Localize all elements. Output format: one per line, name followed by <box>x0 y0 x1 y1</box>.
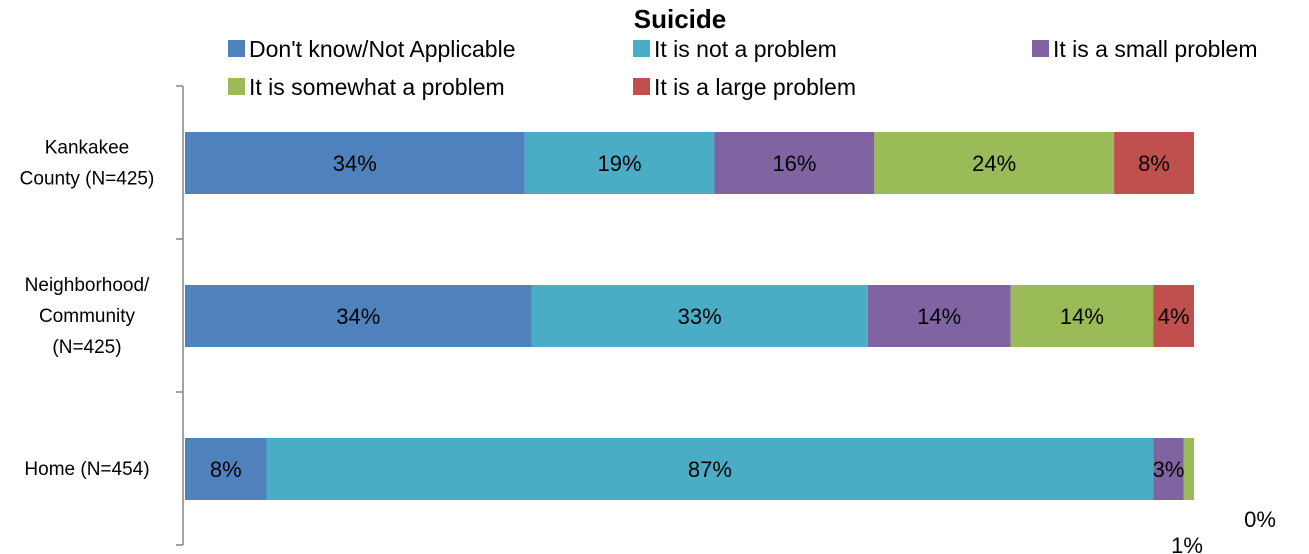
data-label: 19% <box>598 151 642 176</box>
legend-label: It is somewhat a problem <box>249 74 505 100</box>
bar-segment <box>1010 285 1154 347</box>
bar-segment <box>185 132 525 194</box>
legend: Don't know/Not Applicable It is not a pro… <box>228 36 1258 100</box>
category-axis <box>176 85 184 546</box>
bar-segment <box>266 438 1154 500</box>
bar-segment <box>874 132 1115 194</box>
data-label: 14% <box>1060 304 1104 329</box>
data-label: 8% <box>210 457 242 482</box>
legend-swatch <box>633 40 650 57</box>
legend-label: It is not a problem <box>654 36 837 62</box>
value-labels: 34% 19% 16% 24% 8% 34% 33% 14% 14% 4% 8% 87% 3% 1% 0% <box>210 151 1276 554</box>
data-label: 24% <box>972 151 1016 176</box>
bar-segment <box>1153 438 1184 500</box>
data-label: 0% <box>1244 507 1276 532</box>
data-label: 4% <box>1158 304 1190 329</box>
bar-segment <box>1114 132 1194 194</box>
legend-swatch <box>228 78 245 95</box>
bar-segment <box>524 132 715 194</box>
legend-swatch <box>633 78 650 95</box>
bar-segment <box>867 285 1011 347</box>
legend-swatch <box>228 40 245 57</box>
data-label: 16% <box>772 151 816 176</box>
category-label: Home (N=454) <box>24 459 149 480</box>
data-label: 3% <box>1153 457 1185 482</box>
category-label: Kankakee County (N=425) <box>20 138 155 190</box>
data-label: 14% <box>917 304 961 329</box>
chart-title: Suicide <box>634 4 726 34</box>
legend-label: Don't know/Not Applicable <box>249 36 516 62</box>
legend-swatch <box>1032 40 1049 57</box>
data-label: 1% <box>1171 533 1203 554</box>
data-label: 33% <box>678 304 722 329</box>
bar-segment <box>714 132 875 194</box>
data-label: 8% <box>1138 151 1170 176</box>
legend-label: It is a small problem <box>1053 36 1258 62</box>
category-labels: Kankakee County (N=425) Neighborhood/Commu… <box>20 138 155 481</box>
bar-segment <box>1183 438 1194 500</box>
category-label: Neighborhood/Community (N=425) <box>25 275 150 358</box>
data-label: 34% <box>336 304 380 329</box>
data-label: 34% <box>333 151 377 176</box>
bar-segment <box>531 285 868 347</box>
data-label: 87% <box>688 457 732 482</box>
bar-segment <box>1153 285 1194 347</box>
legend-label: It is a large problem <box>654 74 856 100</box>
bar-segment <box>185 285 532 347</box>
bar-segment <box>185 438 267 500</box>
bars <box>185 132 1194 500</box>
